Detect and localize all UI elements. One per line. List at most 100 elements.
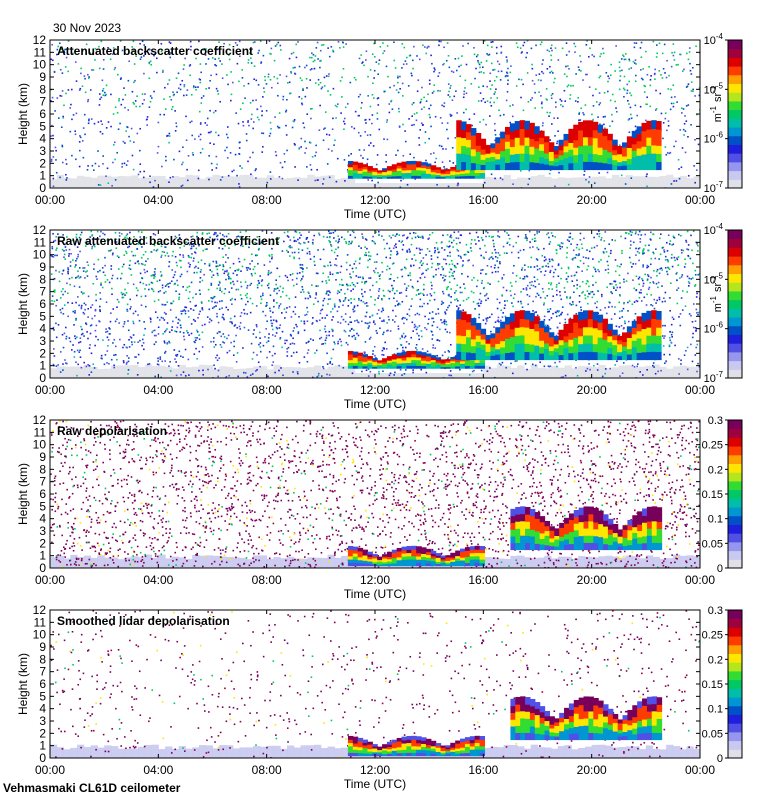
noise-pixel	[167, 285, 170, 288]
noise-pixel	[667, 88, 670, 90]
noise-pixel	[443, 323, 446, 325]
noise-pixel	[189, 263, 191, 266]
noise-pixel	[107, 345, 109, 347]
noise-pixel	[609, 252, 612, 255]
noise-pixel	[385, 154, 387, 156]
noise-pixel	[149, 100, 152, 103]
noise-pixel	[571, 258, 574, 261]
cloud-cell	[480, 138, 487, 145]
noise-pixel	[697, 311, 700, 314]
noise-pixel	[289, 343, 292, 345]
noise-pixel	[144, 271, 146, 274]
noise-pixel	[578, 301, 581, 303]
noise-pixel	[546, 99, 548, 101]
noise-pixel	[451, 147, 454, 149]
noise-pixel	[165, 159, 167, 162]
noise-pixel	[163, 251, 166, 253]
noise-pixel	[131, 154, 134, 157]
noise-pixel	[629, 106, 632, 109]
noise-pixel	[393, 279, 395, 282]
haze-block	[97, 175, 105, 188]
haze-block	[293, 367, 302, 378]
noise-pixel	[105, 93, 107, 96]
noise-pixel	[365, 302, 368, 304]
noise-pixel	[244, 372, 247, 374]
noise-pixel	[615, 110, 618, 113]
noise-pixel	[187, 241, 190, 244]
noise-pixel	[403, 283, 406, 285]
noise-pixel	[87, 99, 90, 101]
noise-pixel	[99, 292, 101, 294]
noise-pixel	[353, 298, 356, 301]
noise-pixel	[354, 338, 357, 341]
cloud-cell	[456, 161, 462, 171]
noise-pixel	[215, 235, 218, 238]
noise-pixel	[411, 115, 413, 117]
noise-pixel	[575, 73, 577, 75]
colorbar-tick-label: 10-4	[704, 32, 724, 47]
noise-pixel	[501, 178, 504, 181]
noise-pixel	[148, 363, 151, 365]
haze-block	[591, 367, 599, 378]
noise-pixel	[477, 304, 480, 307]
noise-pixel	[116, 358, 118, 361]
noise-pixel	[306, 360, 309, 363]
noise-pixel	[210, 319, 213, 322]
noise-pixel	[405, 287, 408, 289]
noise-pixel	[246, 269, 249, 271]
noise-pixel	[483, 286, 486, 289]
noise-pixel	[213, 233, 215, 236]
noise-pixel	[80, 231, 83, 234]
noise-pixel	[327, 298, 330, 301]
noise-pixel	[215, 73, 218, 76]
noise-pixel	[306, 87, 308, 89]
noise-pixel	[164, 329, 167, 332]
noise-pixel	[525, 287, 528, 289]
noise-pixel	[622, 362, 625, 364]
noise-pixel	[273, 290, 275, 292]
cloud-cell	[464, 170, 471, 174]
noise-pixel	[634, 125, 637, 128]
noise-pixel	[219, 289, 221, 291]
noise-pixel	[623, 75, 626, 78]
noise-pixel	[580, 60, 582, 63]
noise-pixel	[494, 134, 497, 136]
noise-pixel	[418, 334, 420, 337]
noise-pixel	[85, 323, 88, 326]
noise-pixel	[302, 291, 305, 293]
noise-pixel	[240, 311, 243, 314]
noise-pixel	[475, 55, 478, 58]
noise-pixel	[165, 155, 167, 158]
noise-pixel	[346, 254, 349, 256]
noise-pixel	[322, 139, 325, 142]
noise-pixel	[677, 233, 680, 236]
noise-pixel	[164, 330, 166, 333]
noise-pixel	[125, 164, 128, 166]
noise-pixel	[130, 306, 132, 308]
haze-block	[368, 183, 376, 188]
noise-pixel	[508, 237, 511, 240]
noise-pixel	[217, 375, 219, 378]
noise-pixel	[180, 373, 182, 376]
noise-pixel	[579, 232, 582, 235]
noise-pixel	[301, 270, 304, 273]
noise-pixel	[528, 230, 531, 233]
noise-pixel	[590, 291, 592, 293]
noise-pixel	[620, 174, 623, 177]
noise-pixel	[257, 84, 260, 86]
noise-pixel	[175, 290, 177, 293]
noise-pixel	[319, 81, 322, 84]
cloud-cell	[425, 165, 432, 169]
noise-pixel	[598, 92, 601, 94]
noise-pixel	[392, 247, 395, 250]
noise-pixel	[455, 289, 457, 292]
noise-pixel	[221, 307, 223, 309]
noise-pixel	[267, 76, 270, 78]
noise-pixel	[101, 132, 104, 135]
cloud-cell	[597, 147, 604, 156]
noise-pixel	[415, 294, 418, 296]
cloud-cell	[411, 163, 417, 168]
noise-pixel	[324, 111, 327, 113]
noise-pixel	[684, 115, 686, 117]
cloud-cell	[553, 165, 560, 171]
